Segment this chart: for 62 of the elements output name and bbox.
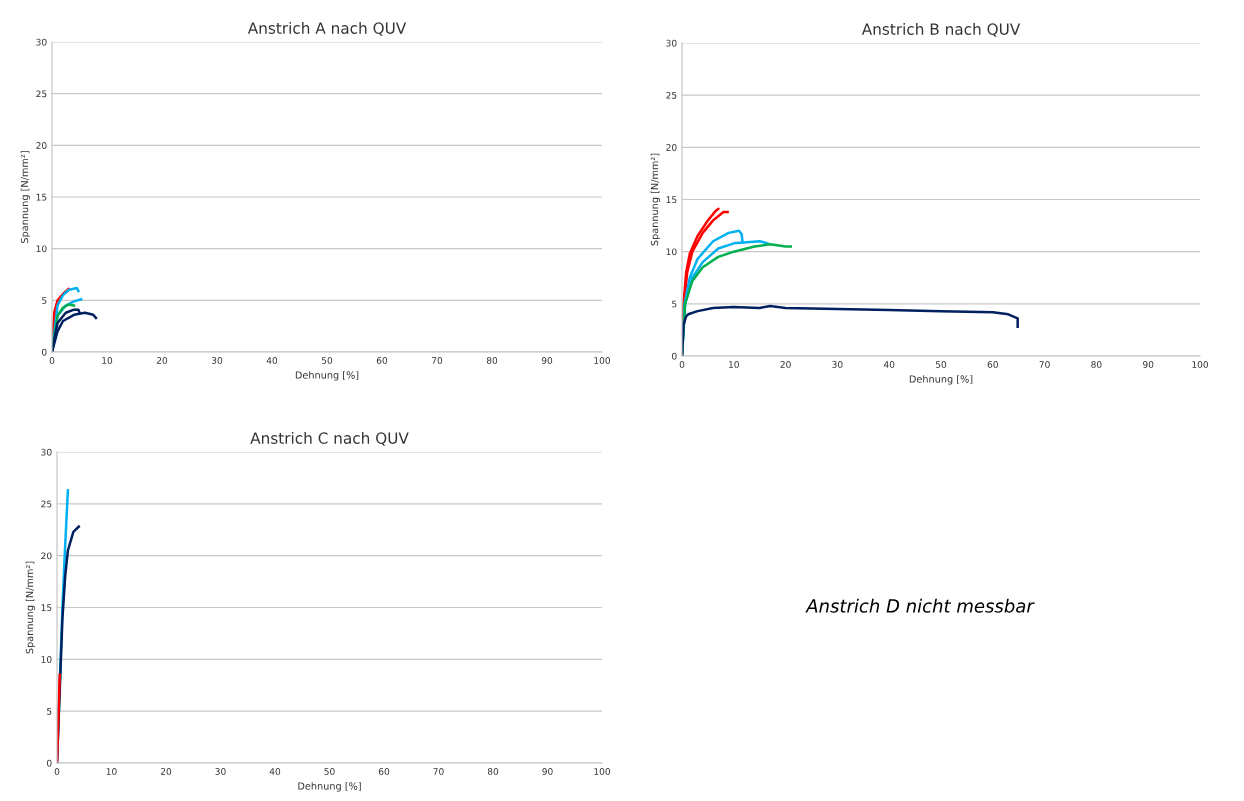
y-tick-label: 30 — [41, 448, 52, 456]
x-tick-label: 90 — [541, 357, 553, 364]
x-tick-label: 100 — [594, 768, 611, 775]
x-tick-label: 80 — [486, 357, 498, 364]
x-tick-label: 50 — [935, 361, 947, 368]
text: Anstrich D nicht messbar — [805, 598, 1035, 613]
x-tick-label: 50 — [321, 357, 333, 364]
chart-title: Anstrich C nach QUV — [250, 432, 409, 446]
y-tick-label: 10 — [41, 656, 52, 663]
x-tick-label: 0 — [679, 361, 685, 368]
x-tick-label: 40 — [269, 768, 281, 775]
x-tick-label: 70 — [432, 357, 443, 364]
chart-title: Anstrich A nach QUV — [247, 22, 407, 36]
y-tick-label: 10 — [666, 248, 677, 256]
y-tick-label: 25 — [36, 90, 47, 98]
x-tick-label: 100 — [1192, 361, 1209, 368]
x-tick-label: 20 — [780, 361, 791, 368]
x-tick-label: 30 — [215, 768, 226, 775]
y-tick-label: 5 — [672, 300, 677, 308]
x-tick-label: 50 — [324, 768, 335, 775]
y-axis-title: Spannung [N/mm²] — [20, 151, 31, 243]
x-tick-label: 30 — [832, 361, 843, 368]
x-tick-label: 90 — [1143, 361, 1154, 368]
x-tick-label: 40 — [883, 361, 895, 368]
y-tick-label: 25 — [41, 500, 52, 508]
chart-title: Anstrich B nach QUV — [861, 23, 1021, 37]
x-tick-label: 40 — [266, 357, 278, 364]
y-tick-label: 5 — [47, 708, 52, 715]
y-tick-label: 30 — [666, 39, 677, 47]
x-tick-label: 70 — [1039, 361, 1050, 368]
x-axis-title: Dehnung [%] — [909, 375, 973, 385]
y-axis-title: Spannung [N/mm²] — [25, 561, 36, 654]
y-tick-label: 20 — [666, 144, 677, 151]
x-tick-label: 10 — [729, 361, 739, 368]
x-axis-title: Dehnung [%] — [298, 782, 361, 792]
x-tick-label: 20 — [160, 768, 172, 775]
x-tick-label: 100 — [594, 357, 611, 364]
y-tick-label: 20 — [41, 552, 52, 560]
y-tick-label: 25 — [666, 91, 677, 99]
y-axis-title: Spannung [N/mm²] — [650, 153, 661, 246]
x-tick-label: 30 — [211, 357, 223, 364]
x-tick-label: 70 — [433, 768, 444, 775]
x-tick-label: 80 — [487, 768, 499, 775]
y-tick-label: 15 — [41, 604, 52, 612]
y-tick-label: 10 — [36, 245, 47, 253]
y-tick-label: 5 — [42, 297, 47, 304]
x-tick-label: 90 — [542, 768, 553, 775]
x-tick-label: 10 — [106, 768, 117, 775]
y-tick-label: 20 — [36, 142, 47, 149]
x-tick-label: 60 — [987, 361, 998, 368]
x-tick-label: 20 — [156, 357, 168, 364]
y-tick-label: 15 — [36, 193, 47, 201]
x-axis-title: Dehnung [%] — [295, 371, 359, 381]
x-tick-label: 60 — [378, 768, 390, 775]
y-tick-label: 30 — [36, 38, 47, 46]
y-tick-label: 0 — [46, 759, 52, 767]
y-tick-label: 0 — [41, 348, 47, 356]
x-tick-label: 80 — [1091, 361, 1102, 368]
x-tick-label: 0 — [54, 768, 60, 775]
x-tick-label: 10 — [102, 357, 113, 364]
x-tick-label: 60 — [376, 357, 388, 364]
y-tick-label: 15 — [666, 196, 677, 204]
